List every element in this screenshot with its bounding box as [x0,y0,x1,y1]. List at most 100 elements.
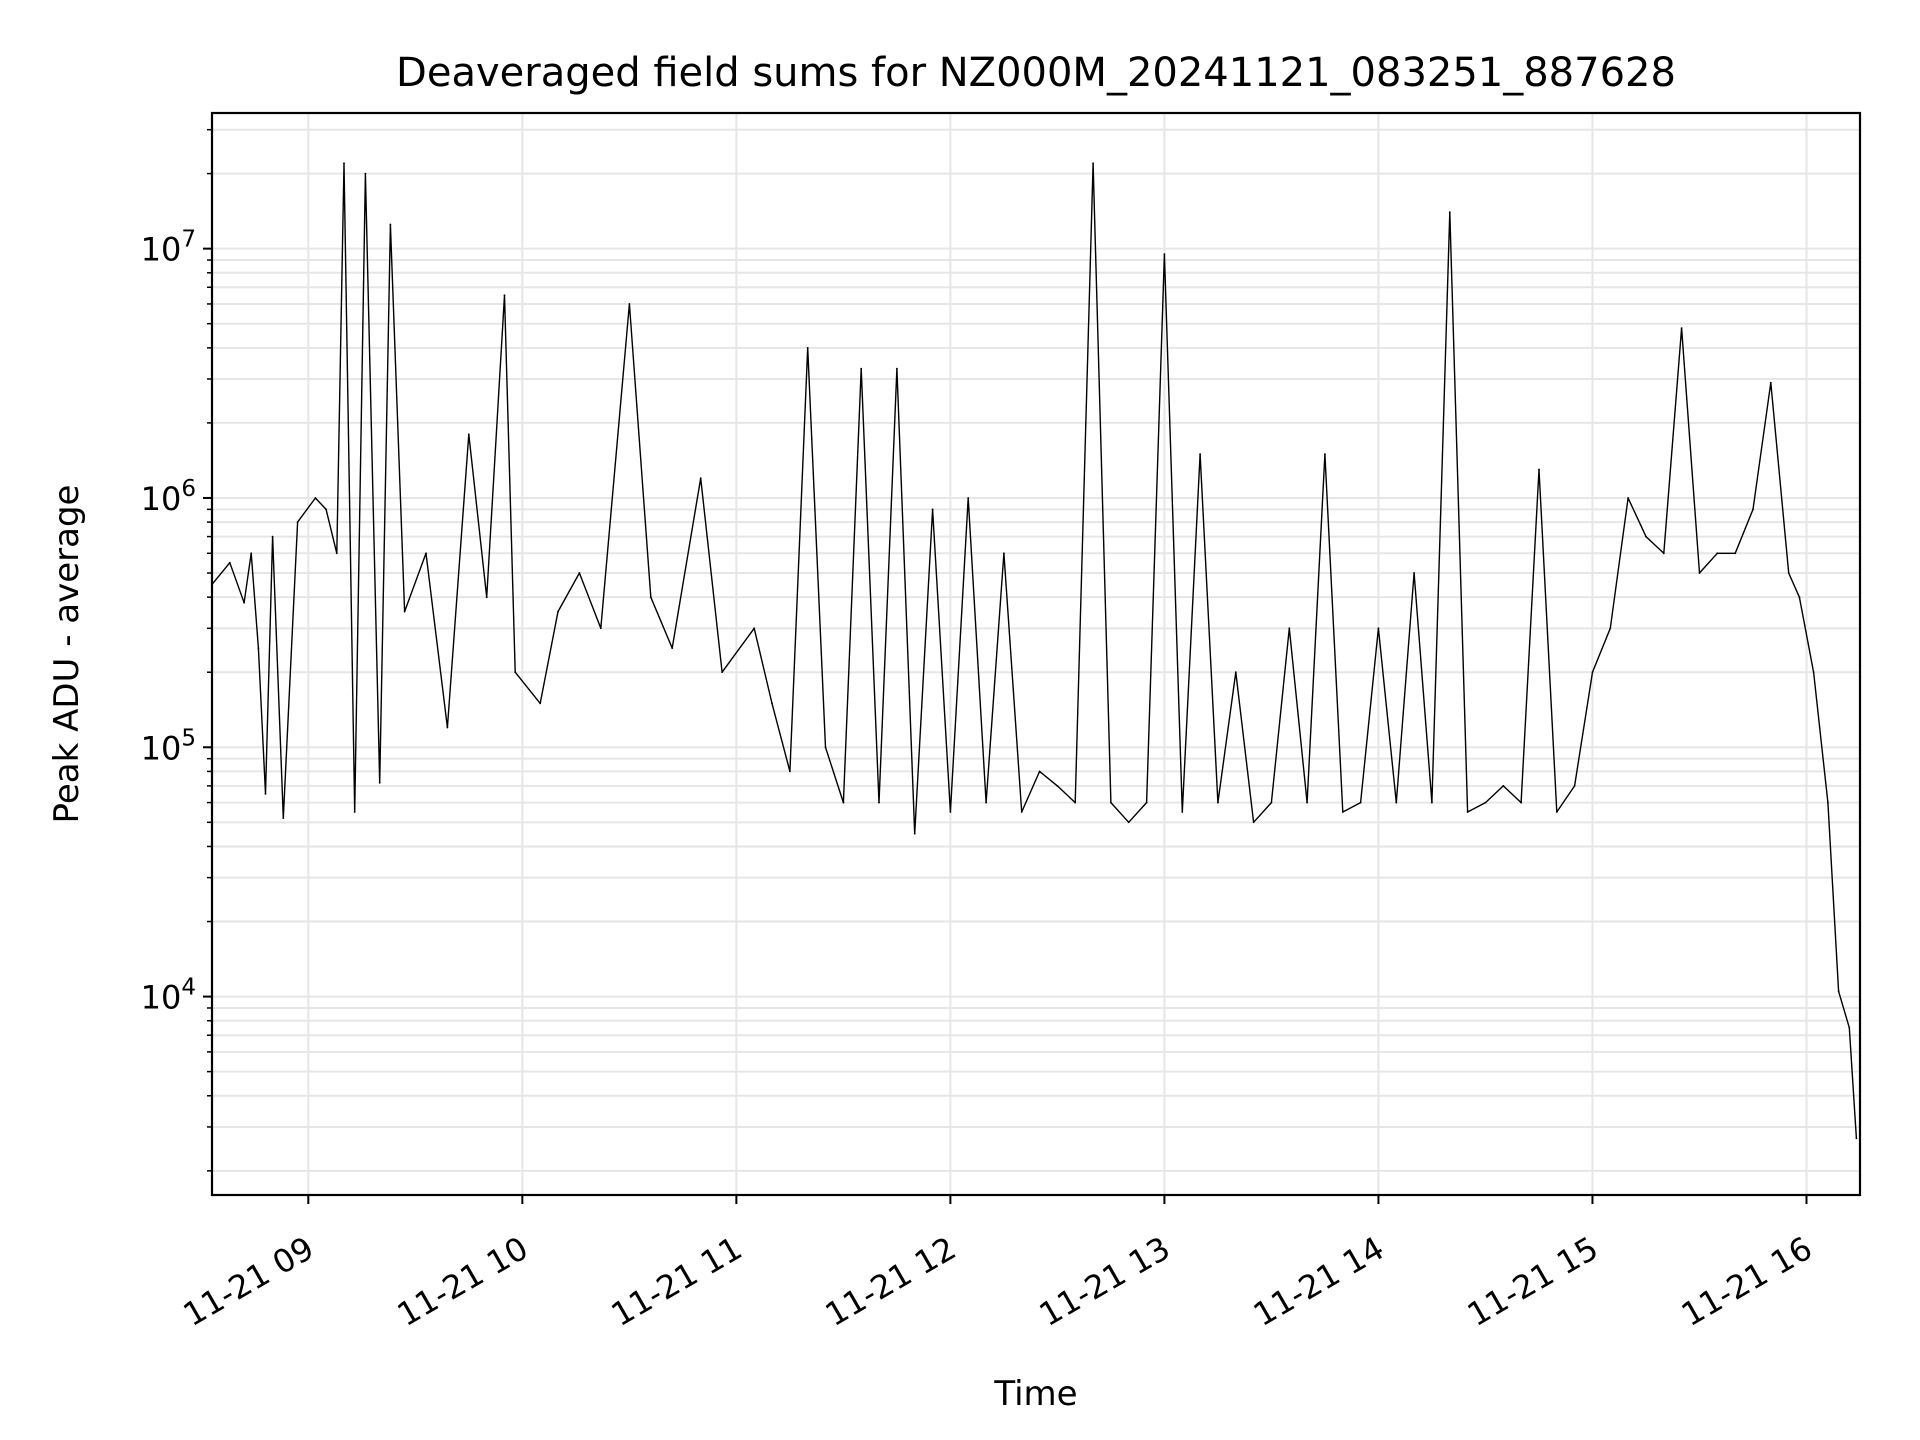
data-point [1698,572,1701,574]
data-point [1324,453,1326,455]
data-point [403,610,406,613]
x-axis-label: Time [993,1374,1077,1414]
data-point [649,596,652,599]
data-point [1787,572,1790,574]
data-point [335,552,338,555]
data-point [1680,327,1683,329]
y-tick-label: 107 [141,227,196,269]
data-point [931,508,934,511]
data-point [1020,811,1023,813]
data-point [446,726,449,729]
series-layer [211,162,1858,1140]
data-point [1448,211,1451,214]
data-point [1573,785,1576,787]
data-point [1056,785,1059,787]
data-point [1662,552,1665,555]
data-point [771,702,773,705]
data-point [1181,811,1184,813]
data-point [913,832,916,835]
data-point [896,367,898,370]
data-point [425,552,427,555]
data-point [949,811,952,813]
data-point [1798,596,1801,599]
y-tick-label: 106 [141,476,196,518]
data-point [1038,770,1041,773]
y-tick-label: 105 [141,725,196,767]
data-point [1716,552,1719,555]
data-point [860,367,863,370]
data-point [1395,801,1398,804]
series-line [211,162,1858,1139]
data-point [539,702,542,705]
data-point [1645,535,1647,538]
data-point [243,601,246,604]
data-point [1234,671,1237,674]
data-point [271,535,274,538]
data-point [514,671,517,674]
data-point [1110,801,1112,804]
data-point [1855,1137,1858,1140]
data-point [721,671,723,674]
data-point [1734,552,1737,555]
data-point [628,303,631,305]
data-point [1252,821,1255,824]
data-point [806,347,809,349]
data-point [1609,627,1612,630]
data-point [878,801,880,804]
data-point [1306,801,1308,804]
data-point [557,610,559,613]
y-tick-base: 10 [141,480,182,518]
data-point [282,817,285,819]
data-point [1163,253,1166,256]
data-point [1288,627,1291,630]
data-point [1145,801,1148,804]
data-point [353,811,356,813]
data-point [1538,468,1540,471]
data-point [1848,1026,1851,1029]
data-point [985,801,987,804]
data-point [1837,990,1840,993]
data-point [1520,801,1522,804]
data-point [1359,801,1362,804]
data-point [1502,785,1505,787]
data-point [314,497,317,499]
data-point [824,746,827,749]
y-tick-base: 10 [141,231,182,269]
data-point [1003,552,1005,555]
data-point [578,572,581,574]
data-point [1627,497,1629,499]
data-point [1413,572,1415,574]
data-point [250,552,253,555]
data-point [378,781,381,784]
chart-title: Deaveraged field sums for NZ000M_2024112… [396,50,1676,96]
data-point [1074,801,1077,804]
plot-frame [210,111,1862,1197]
data-point [699,477,702,480]
y-tick-exponent: 7 [181,227,196,253]
data-point [1466,811,1469,813]
grid [212,113,1860,1195]
data-point [789,770,791,773]
data-point [671,647,674,649]
y-axis-label: Peak ADU - average [47,485,87,824]
data-point [753,627,756,630]
y-tick-exponent: 6 [181,476,196,502]
y-tick-label: 104 [141,975,196,1017]
data-point [228,561,231,564]
data-point [1591,671,1594,674]
data-point [599,627,602,630]
data-point [1827,801,1829,804]
data-point [1769,381,1772,384]
data-point [1555,811,1558,813]
data-point [264,793,267,795]
data-point [1812,671,1815,674]
data-point [1752,508,1754,511]
y-tick-exponent: 4 [181,975,196,1001]
data-point [503,294,506,297]
y-tick-exponent: 5 [181,725,196,751]
data-point [257,647,260,649]
data-point [364,172,367,175]
data-point [467,433,470,436]
